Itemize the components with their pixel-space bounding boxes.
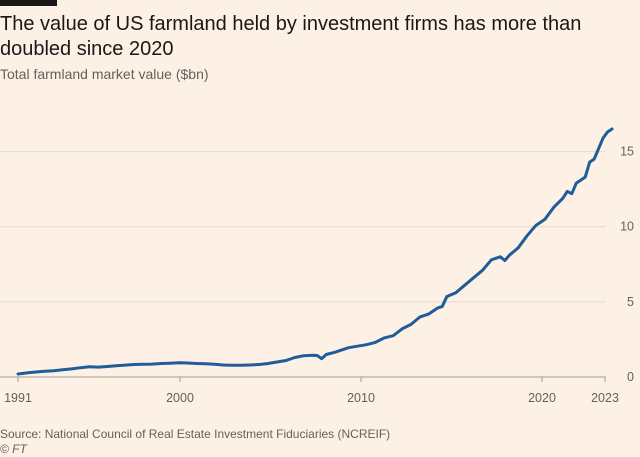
- x-tick-label: 2020: [528, 391, 556, 405]
- chart-subtitle: Total farmland market value ($bn): [0, 66, 209, 82]
- source-note: Source: National Council of Real Estate …: [0, 427, 391, 441]
- chart-title: The value of US farmland held by investm…: [0, 13, 582, 60]
- ft-top-bar: [0, 0, 57, 6]
- axis-labels: 0 5 10 15 1991 2000 2010 2020 2023: [4, 145, 634, 405]
- y-tick-label: 10: [620, 220, 634, 234]
- ft-credit: © FT: [0, 442, 27, 456]
- y-tick-label: 15: [620, 145, 634, 159]
- x-tick-label: 1991: [4, 391, 32, 405]
- y-tick-label: 0: [627, 370, 634, 384]
- x-tick-label: 2010: [347, 391, 375, 405]
- y-tick-label: 5: [627, 295, 634, 309]
- x-tick-label: 2023: [591, 391, 619, 405]
- series-line-0: [16, 127, 614, 376]
- x-tick-label: 2000: [166, 391, 194, 405]
- series-group: [16, 127, 614, 376]
- gridlines: [0, 151, 606, 378]
- line-chart: 0 5 10 15 1991 2000 2010 2020 2023: [0, 127, 634, 405]
